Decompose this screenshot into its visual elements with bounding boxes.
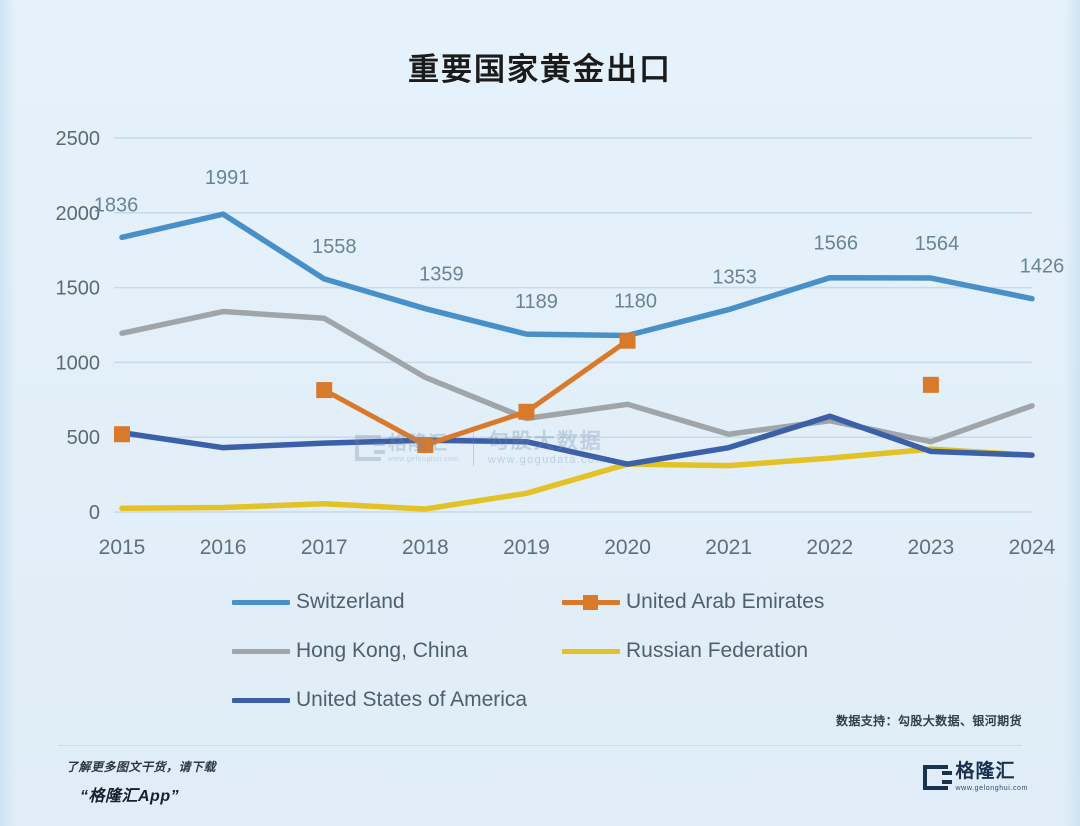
series-marker xyxy=(619,332,636,349)
left-edge-shadow xyxy=(0,0,16,826)
series-marker xyxy=(114,426,130,443)
legend-item-switzerland[interactable]: Switzerland xyxy=(232,590,562,614)
x-axis-tick-label: 2019 xyxy=(503,536,550,559)
series-marker xyxy=(518,403,535,420)
line-chart-svg: 0 500 1000 1500 2000 2500 1836 1991 1558 1359 1189… xyxy=(56,128,1065,524)
y-axis-tick-label: 500 xyxy=(67,427,100,449)
series-line-switzerland xyxy=(119,211,1035,339)
y-axis-tick-label: 2500 xyxy=(56,128,101,150)
y-axis-tick-label: 1000 xyxy=(56,352,101,374)
legend-label: Switzerland xyxy=(296,590,405,613)
data-label: 1991 xyxy=(205,167,250,189)
legend-item-russian-federation[interactable]: Russian Federation xyxy=(562,639,808,663)
legend-row: Hong Kong, China Russian Federation xyxy=(232,639,932,663)
y-axis-tick-label: 1500 xyxy=(56,278,101,300)
x-axis-tick-label: 2017 xyxy=(301,536,348,559)
legend-swatch-icon xyxy=(562,591,620,613)
series-line-russian-federation xyxy=(119,446,1035,512)
legend-item-united-arab-emirates[interactable]: United Arab Emirates xyxy=(562,590,824,614)
x-axis-tick-label: 2018 xyxy=(402,536,449,559)
x-axis: 2015 2016 2017 2018 2019 2020 2021 2022 2023 2024 xyxy=(0,528,1080,568)
series-line-united-arab-emirates xyxy=(324,341,931,445)
legend-row: Switzerland United Arab Emirates xyxy=(232,590,932,614)
legend-item-hong-kong-china[interactable]: Hong Kong, China xyxy=(232,639,562,663)
right-edge-shadow xyxy=(1064,0,1080,826)
footer-divider xyxy=(58,745,1022,746)
x-axis-tick-label: 2021 xyxy=(705,536,752,559)
page-title: 重要国家黄金出口 xyxy=(408,52,672,87)
data-label: 1189 xyxy=(515,291,558,313)
legend-item-united-states-of-america[interactable]: United States of America xyxy=(232,688,562,712)
data-label: 1359 xyxy=(419,264,464,286)
gelonghui-logo-icon xyxy=(922,764,952,790)
footer-line1: 了解更多图文干货，请下载 xyxy=(66,760,217,774)
footer-logo-cn: 格隆汇 xyxy=(955,761,1016,782)
x-axis-tick-label: 2020 xyxy=(604,536,651,559)
series-marker xyxy=(316,382,333,399)
footer-line2: “格隆汇App” xyxy=(80,788,180,805)
data-label: 1180 xyxy=(614,290,657,312)
footer-promo: 了解更多图文干货，请下载 “格隆汇App” xyxy=(66,758,216,806)
legend-label: Hong Kong, China xyxy=(296,639,468,662)
legend-swatch-icon xyxy=(232,689,290,711)
y-axis-tick-label: 2000 xyxy=(56,203,101,225)
data-label: 1836 xyxy=(94,194,139,216)
data-label: 1353 xyxy=(712,267,757,289)
x-axis-tick-label: 2024 xyxy=(1009,536,1056,559)
x-axis-tick-label: 2022 xyxy=(806,536,853,559)
data-label: 1566 xyxy=(814,233,859,255)
x-axis-tick-label: 2015 xyxy=(99,536,146,559)
legend-swatch-icon xyxy=(232,591,290,613)
data-label: 1558 xyxy=(312,236,357,258)
legend-label: United Arab Emirates xyxy=(626,590,825,613)
legend-row: United States of America xyxy=(232,688,932,712)
footer-logo: 格隆汇 www.gelonghui.com xyxy=(922,761,1028,792)
series-marker xyxy=(417,436,434,453)
legend-label: United States of America xyxy=(296,688,528,711)
legend-swatch-icon xyxy=(232,640,290,662)
chart-legend: Switzerland United Arab Emirates Hong Ko… xyxy=(232,590,932,737)
series-marker xyxy=(922,376,939,393)
footer-logo-url: www.gelonghui.com xyxy=(955,785,1028,792)
legend-label: Russian Federation xyxy=(626,639,809,662)
data-label: 1426 xyxy=(1020,256,1065,278)
chart-plot-area: 0 500 1000 1500 2000 2500 1836 1991 1558 1359 1189… xyxy=(0,110,1080,530)
x-axis-tick-label: 2016 xyxy=(200,536,247,559)
series-line-united-states-of-america xyxy=(119,413,1035,467)
legend-swatch-icon xyxy=(562,640,620,662)
x-axis-tick-label: 2023 xyxy=(908,536,955,559)
source-note: 数据支持：勾股大数据、银河期货 xyxy=(835,714,1022,728)
data-label: 1564 xyxy=(915,233,960,255)
y-axis-tick-label: 0 xyxy=(89,502,100,524)
